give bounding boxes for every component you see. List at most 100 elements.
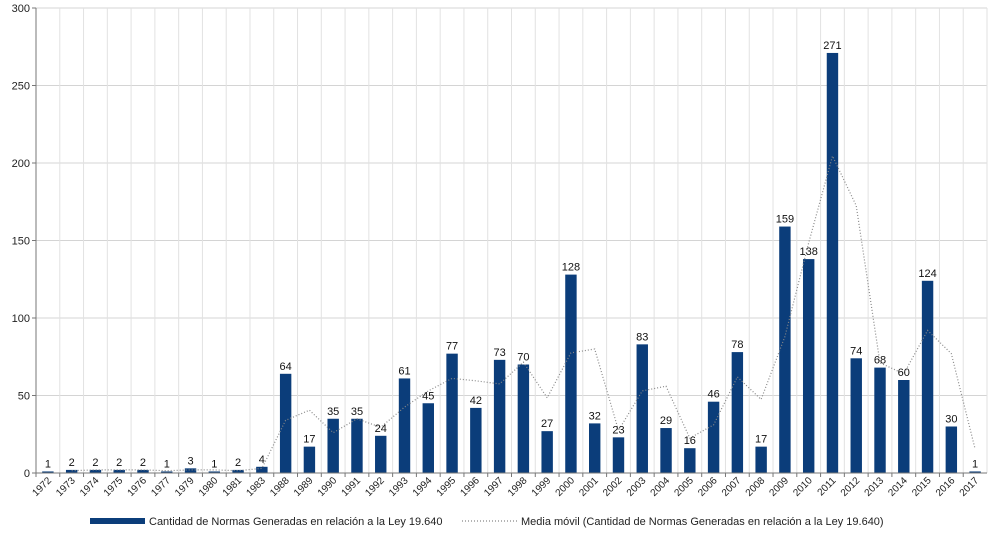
data-label: 78 (731, 339, 743, 351)
bar (755, 446, 767, 473)
data-label: 17 (755, 434, 767, 446)
bar (969, 471, 981, 473)
data-label: 124 (918, 268, 936, 280)
bar (921, 280, 934, 473)
data-label: 128 (562, 262, 580, 274)
data-label: 83 (636, 331, 648, 343)
bar (660, 428, 672, 473)
grid-lines (35, 7, 988, 474)
data-label: 30 (945, 414, 957, 426)
x-tick-label: 1989 (292, 475, 316, 499)
bar (565, 274, 577, 473)
x-tick-label: 2009 (768, 475, 792, 499)
data-label: 73 (493, 347, 505, 359)
x-tick-label: 1993 (387, 475, 411, 499)
x-tick-label: 1997 (482, 475, 506, 499)
bar (470, 407, 482, 473)
x-tick-label: 1998 (506, 475, 530, 499)
x-tick-label: 1983 (244, 475, 268, 499)
x-tick-label: 2004 (649, 475, 673, 499)
x-tick-label: 2015 (910, 475, 934, 499)
bar (113, 469, 125, 473)
data-label: 17 (303, 434, 315, 446)
x-tick-label: 1980 (197, 475, 221, 499)
bar (517, 364, 530, 473)
x-tick-label: 1991 (340, 475, 364, 499)
bar (161, 471, 173, 473)
bar (303, 446, 316, 473)
data-label: 70 (517, 352, 529, 364)
data-label: 2 (69, 457, 75, 469)
data-label: 45 (422, 390, 434, 402)
bar (446, 353, 458, 473)
data-label: 24 (375, 423, 387, 435)
x-tick-label: 1977 (149, 475, 173, 499)
y-tick-label: 50 (18, 391, 30, 403)
data-label: 4 (259, 454, 265, 466)
data-label: 29 (660, 415, 672, 427)
bar (208, 471, 221, 473)
x-tick-label: 2010 (791, 475, 815, 499)
bars (42, 52, 981, 473)
bar (184, 468, 197, 473)
x-tick-label: 1981 (221, 475, 245, 499)
legend: Cantidad de Normas Generadas en relación… (90, 516, 884, 528)
x-tick-label: 1975 (102, 475, 126, 499)
bar (327, 418, 339, 473)
data-label: 1 (972, 458, 978, 470)
data-label: 68 (874, 355, 886, 367)
data-label: 23 (612, 424, 624, 436)
y-tick-label: 250 (12, 81, 30, 93)
y-tick-label: 100 (12, 313, 30, 325)
data-label: 74 (850, 345, 862, 357)
data-label: 42 (470, 395, 482, 407)
bar (826, 52, 839, 473)
moving-average-line (71, 154, 976, 472)
data-label: 3 (187, 455, 193, 467)
data-label: 271 (823, 40, 841, 52)
y-tick-label: 200 (12, 158, 30, 170)
x-tick-label: 1992 (363, 475, 387, 499)
x-tick-label: 2013 (863, 475, 887, 499)
x-tick-label: 2012 (839, 475, 863, 499)
x-tick-label: 2008 (744, 475, 768, 499)
bar (422, 403, 434, 473)
y-tick-label: 0 (24, 468, 30, 480)
data-label: 1 (164, 458, 170, 470)
x-tick-label: 1974 (78, 475, 102, 499)
bar (89, 469, 102, 473)
data-label: 159 (776, 214, 794, 226)
data-label: 61 (398, 365, 410, 377)
data-label: 77 (446, 341, 458, 353)
x-tick-label: 2005 (672, 475, 696, 499)
bar (65, 469, 78, 473)
bar (256, 466, 268, 473)
x-tick-label: 1994 (411, 475, 435, 499)
bar (850, 358, 862, 473)
bar (351, 418, 363, 473)
data-label: 1 (211, 458, 217, 470)
x-tick-label: 1979 (173, 475, 197, 499)
data-label: 27 (541, 418, 553, 430)
bar (874, 367, 886, 473)
x-tick-label: 2006 (696, 475, 720, 499)
x-tick-label: 2014 (886, 475, 910, 499)
y-tick-label: 300 (12, 3, 30, 15)
bar (232, 469, 244, 473)
x-tick-label: 1990 (316, 475, 340, 499)
bar (945, 426, 958, 473)
x-tick-label: 2016 (934, 475, 958, 499)
bar (684, 448, 696, 473)
data-label: 16 (684, 435, 696, 447)
x-tick-label: 2000 (554, 475, 578, 499)
bar (612, 437, 625, 473)
bar (279, 373, 292, 473)
x-tick-label: 2003 (625, 475, 649, 499)
y-axis-ticks: 0 50 100 150 200 250 300 (12, 3, 36, 480)
bar (541, 431, 553, 473)
bar (636, 344, 648, 473)
legend-bar-swatch (90, 518, 145, 524)
x-tick-label: 1972 (30, 475, 54, 499)
